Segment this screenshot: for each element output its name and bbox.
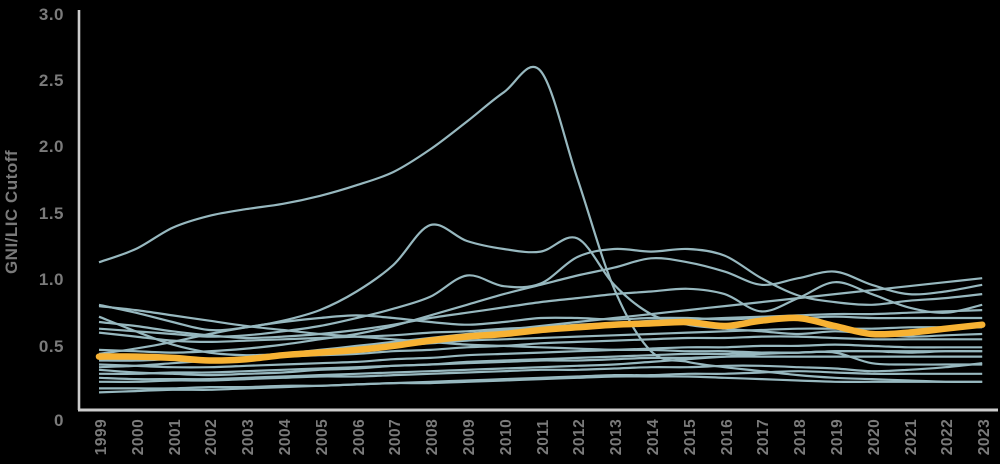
x-tick-label: 2008 [424,418,442,456]
x-tick-label: 2005 [313,418,331,456]
y-tick-label: 2.5 [38,71,64,90]
x-tick-label: 2011 [534,419,552,455]
country-line-country-12 [98,343,983,369]
x-tick-label: 2009 [461,418,478,456]
country-line-country-05 [98,281,983,340]
country-line-country-10 [98,314,983,355]
y-tick-label: 0 [54,411,64,430]
country-line-country-14 [98,355,983,375]
x-tick-label: 2006 [350,418,368,456]
x-tick-label: 2020 [865,418,883,456]
country-line-country-04 [98,257,983,354]
x-tick-label: 2000 [129,418,147,456]
x-tick-label: 2004 [277,418,294,456]
y-tick-label: 3.0 [38,4,64,24]
x-tick-label: 2012 [571,418,589,456]
x-tick-label: 2010 [497,418,515,456]
country-line-country-16 [98,362,983,383]
x-tick-label: 2016 [718,418,736,456]
x-tick-label: 2015 [681,418,699,456]
y-tick-label: 2.0 [38,137,64,157]
country-line-country-15 [98,350,983,381]
country-line-country-13 [98,350,983,377]
x-tick-label: 2022 [939,418,957,456]
x-tick-label: 2019 [829,418,846,456]
y-tick-label: 0.5 [38,336,64,356]
country-line-country-18 [98,370,983,394]
median-line [95,314,986,364]
x-tick-label: 2017 [755,418,773,456]
country-line-country-02 [98,223,983,338]
x-tick-label: 2003 [240,418,258,456]
x-tick-label: 2002 [203,418,221,456]
x-tick-label: 2007 [387,418,405,456]
x-tick-label: 2013 [608,418,626,456]
x-tick-label: 2018 [792,418,810,456]
y-tick-label: 1.5 [38,203,64,223]
y-tick-label: 1.0 [38,270,64,290]
x-tick-label: 2021 [902,418,920,456]
country-line-country-01 [98,65,983,383]
x-tick-label: 2001 [166,418,184,456]
x-tick-label: 1999 [93,418,110,456]
x-tick-label: 2023 [976,418,994,456]
country-line-country-03 [98,247,983,338]
x-tick-label: 2014 [645,418,662,456]
country-line-country-17 [99,375,983,390]
